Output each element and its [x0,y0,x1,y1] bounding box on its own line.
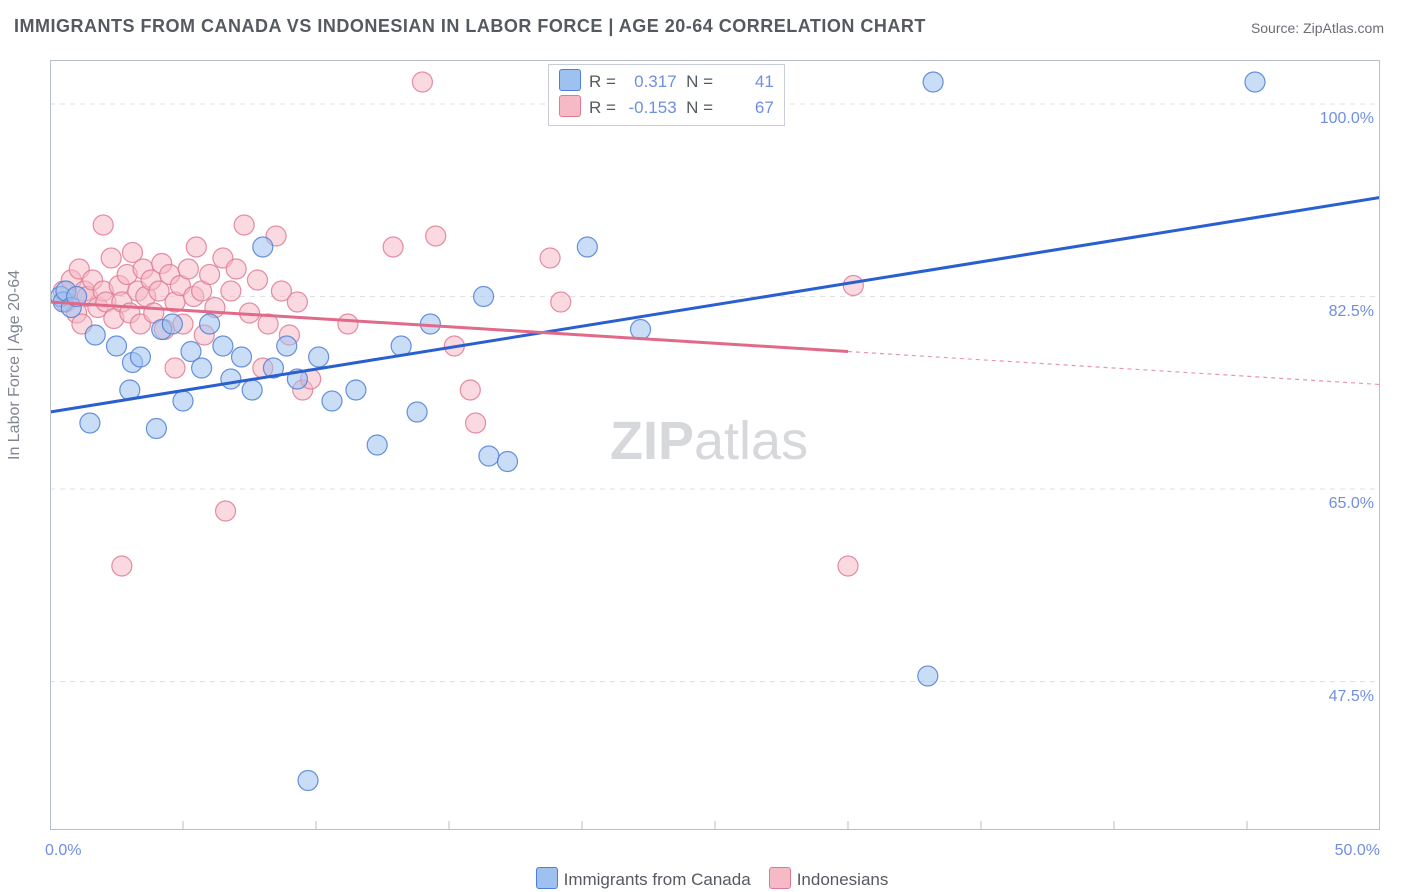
plot-area: ZIPatlas R = 0.317 N = 41R = -0.153 N = … [50,60,1380,830]
y-tick-label: 82.5% [1329,303,1374,321]
y-axis-title: In Labor Force | Age 20-64 [6,270,24,460]
legend-series-label: Immigrants from Canada [564,870,751,889]
correlation-legend-row: R = -0.153 N = 67 [559,95,774,121]
n-value: 67 [718,95,774,121]
r-value: -0.153 [621,95,677,121]
source-attribution: Source: ZipAtlas.com [1251,20,1384,36]
r-value: 0.317 [621,69,677,95]
x-axis-min-label: 0.0% [45,842,81,860]
source-name: ZipAtlas.com [1303,20,1384,36]
chart-title: IMMIGRANTS FROM CANADA VS INDONESIAN IN … [14,16,926,37]
legend-swatch [559,95,581,117]
correlation-legend-row: R = 0.317 N = 41 [559,69,774,95]
legend-series-label: Indonesians [797,870,889,889]
source-label: Source: [1251,20,1299,36]
r-label: R = [589,72,616,91]
series-legend: Immigrants from Canada Indonesians [0,867,1406,890]
x-axis-max-label: 50.0% [1335,842,1380,860]
y-tick-label: 65.0% [1329,495,1374,513]
n-label: N = [686,98,713,117]
plot-svg [50,60,1380,830]
legend-swatch [769,867,791,889]
r-label: R = [589,98,616,117]
n-label: N = [686,72,713,91]
legend-swatch [559,69,581,91]
y-tick-label: 100.0% [1320,110,1374,128]
legend-swatch [536,867,558,889]
correlation-legend: R = 0.317 N = 41R = -0.153 N = 67 [548,64,785,126]
n-value: 41 [718,69,774,95]
y-tick-label: 47.5% [1329,688,1374,706]
